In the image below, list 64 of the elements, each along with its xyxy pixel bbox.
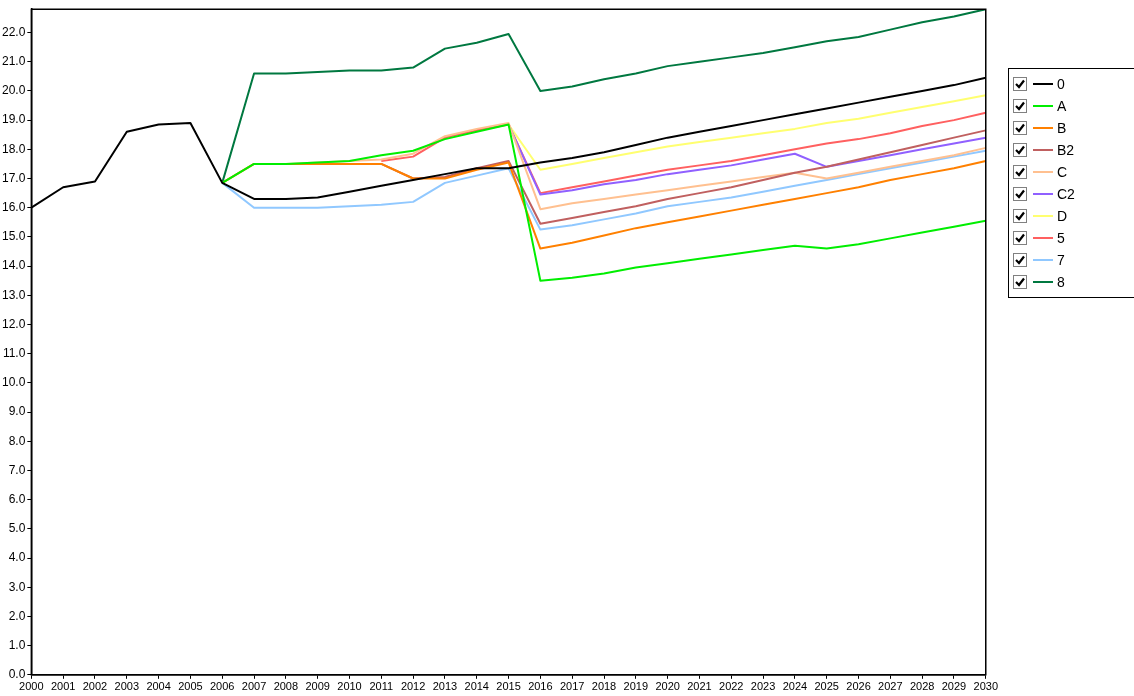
x-tick-label: 2003 [114, 680, 140, 693]
y-tick-label: 1.0 [8, 637, 26, 652]
x-tick-label: 2018 [591, 680, 617, 693]
legend-label: C2 [1057, 186, 1075, 202]
y-tick-label: 5.0 [8, 521, 26, 536]
legend-label: 7 [1057, 252, 1065, 268]
x-tick-label: 2030 [973, 680, 999, 693]
y-tick-label: 16.0 [2, 200, 26, 215]
y-tick-label: 21.0 [2, 54, 26, 69]
x-tick-label: 2017 [559, 680, 585, 693]
y-tick-label: 22.0 [2, 24, 26, 39]
x-tick-label: 2027 [878, 680, 903, 693]
x-tick-label: 2006 [210, 680, 235, 693]
legend-label: A [1057, 98, 1067, 114]
y-tick-label: 15.0 [2, 229, 26, 244]
y-tick-label: 20.0 [2, 83, 26, 98]
y-tick-label: 9.0 [8, 404, 26, 419]
x-tick-label: 2002 [82, 680, 108, 693]
legend-label: 5 [1057, 230, 1065, 246]
legend-label: D [1057, 208, 1068, 224]
legend-label: B2 [1057, 142, 1075, 158]
x-tick-label: 2013 [432, 680, 458, 693]
y-tick-label: 12.0 [2, 316, 26, 331]
legend-label: C [1057, 164, 1068, 180]
legend-label: B [1057, 120, 1067, 136]
x-tick-label: 2005 [178, 680, 203, 693]
x-tick-label: 2009 [305, 680, 330, 693]
x-tick-label: 2008 [273, 680, 299, 693]
x-tick-label: 2019 [623, 680, 649, 693]
x-tick-label: 2024 [782, 680, 808, 693]
y-tick-label: 3.0 [8, 579, 26, 594]
x-tick-label: 2028 [909, 680, 935, 693]
x-tick-label: 2022 [719, 680, 744, 693]
x-tick-label: 2025 [814, 680, 839, 693]
y-tick-label: 0.0 [8, 667, 26, 682]
y-tick-label: 19.0 [2, 112, 26, 127]
y-tick-label: 6.0 [8, 491, 26, 506]
x-tick-label: 2007 [241, 680, 267, 693]
x-tick-label: 2011 [369, 680, 394, 693]
y-tick-label: 8.0 [8, 433, 26, 448]
x-tick-label: 2000 [19, 680, 44, 693]
y-tick-label: 14.0 [2, 258, 26, 273]
y-tick-label: 2.0 [8, 608, 26, 623]
x-tick-label: 2023 [750, 680, 776, 693]
y-tick-label: 11.0 [2, 345, 26, 360]
y-tick-label: 17.0 [2, 170, 26, 185]
x-tick-label: 2001 [50, 680, 76, 693]
y-tick-label: 13.0 [2, 287, 26, 302]
x-tick-label: 2014 [464, 680, 489, 693]
y-tick-label: 4.0 [8, 550, 26, 565]
x-tick-label: 2029 [941, 680, 967, 693]
x-tick-label: 2015 [496, 680, 521, 693]
x-tick-label: 2004 [146, 680, 171, 693]
y-tick-label: 18.0 [2, 141, 26, 156]
legend-label: 8 [1057, 274, 1065, 290]
x-tick-label: 2016 [528, 680, 553, 693]
y-tick-label: 7.0 [8, 462, 26, 477]
x-tick-label: 2026 [846, 680, 871, 693]
y-tick-label: 10.0 [2, 375, 26, 390]
x-tick-label: 2010 [337, 680, 362, 693]
x-tick-label: 2021 [687, 680, 712, 693]
x-tick-label: 2012 [400, 680, 426, 693]
legend-label: 0 [1057, 76, 1065, 92]
x-tick-label: 2020 [655, 680, 680, 693]
